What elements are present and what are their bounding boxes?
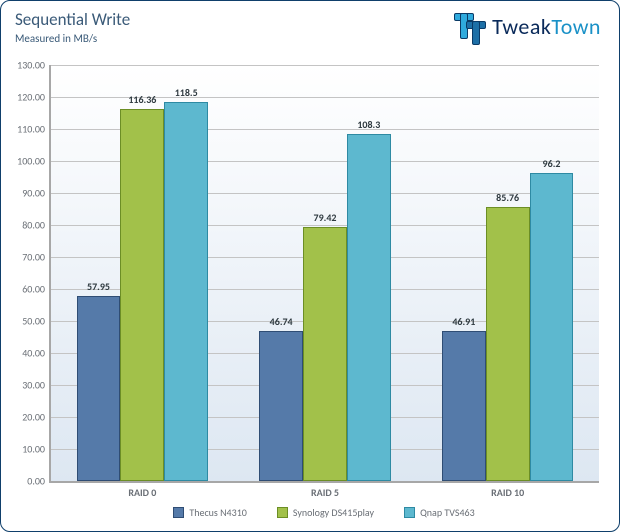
logo-text-tweak: Tweak <box>492 13 551 40</box>
x-axis-tick: RAID 10 <box>491 486 524 499</box>
legend-item: Thecus N4310 <box>173 506 247 519</box>
x-axis-tick: RAID 5 <box>311 486 339 499</box>
bar <box>486 207 530 481</box>
plot-area: 0.0010.0020.0030.0040.0050.0060.0070.008… <box>49 65 599 483</box>
y-axis-tick: 40.00 <box>7 347 45 360</box>
bar-value-label: 46.91 <box>452 315 475 328</box>
bar <box>303 227 347 481</box>
logo-text-town: Town <box>551 13 601 40</box>
legend-item: Qnap TVS463 <box>404 506 475 519</box>
legend-item: Synology DS415play <box>277 506 374 519</box>
y-axis-tick: 110.00 <box>7 123 45 136</box>
legend-swatch-icon <box>404 507 415 518</box>
logo-text: TweakTown <box>492 13 601 40</box>
chart-frame: Sequential Write Measured in MB/s TweakT… <box>0 0 620 532</box>
y-axis-tick: 0.00 <box>7 475 45 488</box>
legend-swatch-icon <box>277 507 288 518</box>
bar <box>442 331 486 481</box>
y-axis-tick: 60.00 <box>7 283 45 296</box>
bar-value-label: 46.74 <box>270 315 293 328</box>
x-axis-tick: RAID 0 <box>128 486 156 499</box>
bar-value-label: 116.36 <box>128 93 156 106</box>
y-axis-tick: 90.00 <box>7 187 45 200</box>
y-axis-tick: 30.00 <box>7 379 45 392</box>
legend-swatch-icon <box>173 507 184 518</box>
bar-value-label: 85.76 <box>496 191 519 204</box>
bar <box>77 296 121 481</box>
legend: Thecus N4310 Synology DS415play Qnap TVS46… <box>49 506 599 519</box>
title-block: Sequential Write Measured in MB/s <box>15 11 130 45</box>
bar <box>530 173 574 481</box>
bar-value-label: 118.5 <box>175 86 198 99</box>
y-axis-tick: 50.00 <box>7 315 45 328</box>
legend-label: Synology DS415play <box>293 506 374 519</box>
y-axis-tick: 130.00 <box>7 59 45 72</box>
chart-title: Sequential Write <box>15 11 130 30</box>
grid-line <box>51 65 599 66</box>
bar-value-label: 79.42 <box>314 211 337 224</box>
bar-value-label: 57.95 <box>87 280 110 293</box>
y-axis-tick: 100.00 <box>7 155 45 168</box>
y-axis-tick: 70.00 <box>7 251 45 264</box>
bar-value-label: 96.2 <box>543 157 561 170</box>
logo-mark-icon <box>452 9 486 43</box>
bar-value-label: 108.3 <box>357 118 380 131</box>
y-axis-tick: 20.00 <box>7 411 45 424</box>
legend-label: Qnap TVS463 <box>420 506 475 519</box>
bar <box>347 134 391 481</box>
legend-label: Thecus N4310 <box>189 506 247 519</box>
bar <box>164 102 208 481</box>
tweaktown-logo: TweakTown <box>452 9 601 43</box>
y-axis-tick: 10.00 <box>7 443 45 456</box>
y-axis-tick: 120.00 <box>7 91 45 104</box>
chart-subtitle: Measured in MB/s <box>15 32 130 45</box>
y-axis-tick: 80.00 <box>7 219 45 232</box>
bar <box>120 109 164 481</box>
bar <box>259 331 303 481</box>
